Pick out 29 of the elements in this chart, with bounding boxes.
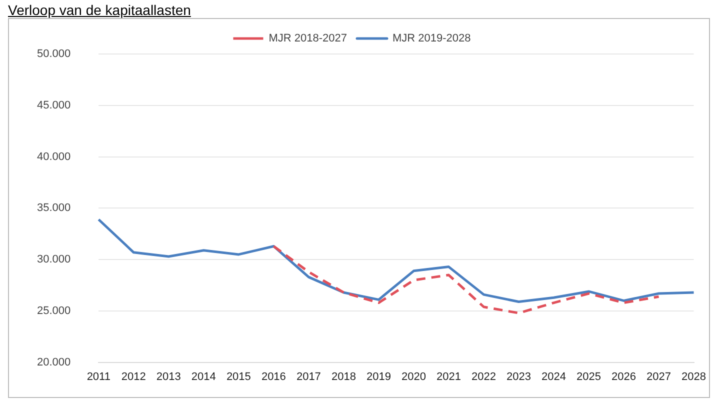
chart-title: Verloop van de kapitaallasten — [8, 2, 192, 18]
line-series — [272, 244, 660, 314]
y-tick-label: 35.000 — [36, 202, 71, 214]
x-tick-label: 2027 — [646, 371, 671, 384]
x-tick-label: 2018 — [331, 371, 356, 384]
x-tick-label: 2015 — [226, 371, 251, 384]
x-tick-label: 2014 — [191, 371, 216, 384]
x-tick-label: 2022 — [471, 371, 496, 384]
x-tick-label: 2023 — [506, 371, 531, 384]
y-tick-label: 30.000 — [36, 254, 71, 266]
legend-label: MJR 2018-2027 — [268, 32, 348, 45]
y-tick-label: 50.000 — [36, 48, 71, 60]
x-tick-label: 2020 — [401, 371, 426, 384]
x-tick-label: 2013 — [156, 371, 181, 384]
x-tick-label: 2028 — [682, 371, 706, 384]
x-tick-label: 2016 — [261, 371, 286, 384]
legend-label: MJR 2019-2028 — [392, 32, 471, 45]
x-tick-label: 2025 — [576, 371, 601, 384]
x-tick-label: 2026 — [612, 371, 636, 384]
x-tick-label: 2012 — [121, 371, 146, 384]
x-tick-label: 2019 — [366, 371, 391, 384]
y-tick-label: 45.000 — [36, 99, 71, 112]
x-tick-label: 2021 — [436, 371, 461, 384]
y-tick-label: 40.000 — [36, 150, 71, 163]
x-tick-label: 2017 — [296, 371, 321, 384]
y-tick-label: 20.000 — [36, 356, 71, 368]
y-tick-label: 25.000 — [36, 305, 71, 318]
x-tick-label: 2024 — [541, 371, 566, 384]
x-tick-label: 2011 — [86, 371, 110, 384]
